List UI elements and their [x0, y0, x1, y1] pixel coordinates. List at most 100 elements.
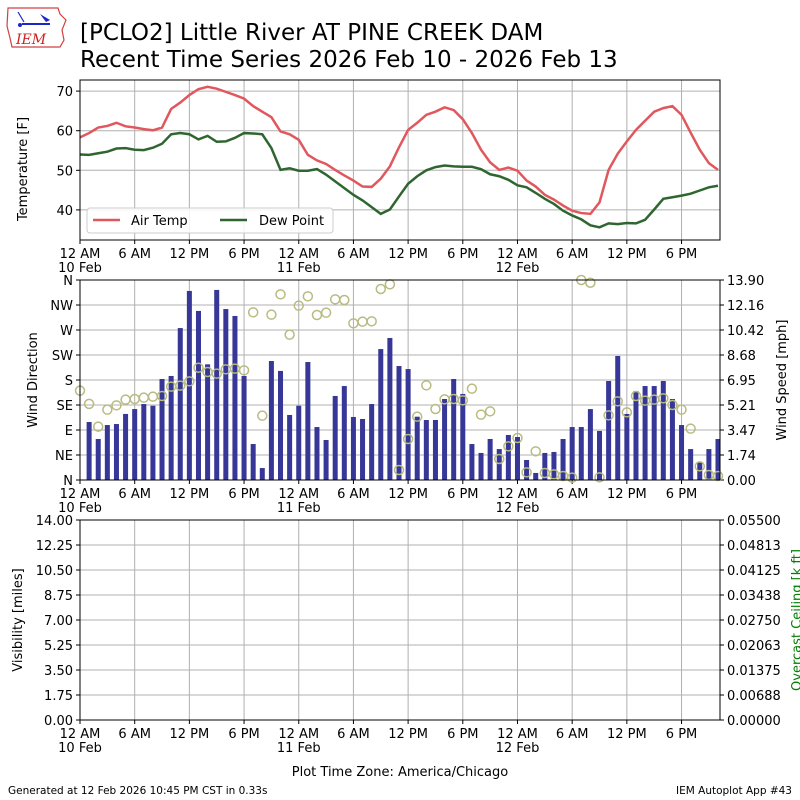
wind-direction-marker: [156, 390, 168, 402]
y-tick-label: 40: [56, 204, 73, 219]
y-tick-label: SW: [52, 349, 73, 364]
y2-tick-label: 8.68: [727, 349, 756, 364]
wind-direction-marker: [384, 279, 396, 290]
x-tick-label: 12 AM: [278, 247, 319, 262]
wind-direction-marker: [102, 404, 113, 415]
x-tick-label: 6 AM: [118, 487, 151, 502]
wind-speed-bar: [587, 409, 593, 480]
wind-speed-bar: [214, 289, 220, 480]
wind-speed-bar: [95, 438, 101, 480]
x-tick-label: 12 AM: [497, 727, 538, 742]
y2-tick-label: 0.00688: [727, 689, 781, 704]
wind-panel-frame: [79, 279, 721, 481]
chart-title-line2: Recent Time Series 2026 Feb 10 - 2026 Fe…: [80, 47, 618, 73]
wind-speed-bar: [168, 375, 174, 480]
y-tick-label: 60: [56, 125, 73, 140]
x-tick-label: 6 AM: [118, 247, 151, 262]
wind-speed-bar: [597, 430, 603, 480]
y2-tick-label: 0.02063: [727, 639, 781, 654]
dew-point-line: [79, 131, 719, 229]
wind-speed-bar: [569, 427, 575, 480]
wind-speed-bar: [177, 328, 183, 480]
wind-direction-marker: [238, 365, 250, 376]
x-tick-date: 10 Feb: [58, 741, 102, 756]
wind-direction-marker: [366, 316, 377, 327]
x-tick-date: 12 Feb: [496, 741, 540, 756]
x-tick-date: 11 Feb: [277, 501, 321, 516]
wind-direction-marker: [530, 446, 541, 457]
wind-direction-marker: [311, 309, 323, 321]
wind-speed-bar: [432, 420, 438, 480]
temperature-panel-frame: [79, 79, 721, 241]
wind-speed-bar: [141, 404, 147, 480]
wind-direction-marker: [612, 396, 623, 407]
x-tick-label: 6 PM: [447, 727, 478, 742]
y2-tick-label: 6.95: [727, 374, 756, 389]
x-tick-label: 12 PM: [388, 727, 428, 742]
wind-direction-marker: [83, 398, 95, 410]
y-tick-label: 0.00: [44, 714, 73, 729]
x-tick-label: 12 AM: [497, 247, 538, 262]
wind-speed-bar: [624, 413, 630, 480]
wind-direction-marker: [175, 380, 186, 391]
wind-direction-marker: [676, 404, 687, 415]
wind-speed-ylabel: Wind Speed [mph]: [775, 320, 790, 441]
wind-speed-bar: [86, 422, 92, 480]
wind-direction-marker: [120, 394, 131, 405]
y-tick-label: 10.50: [36, 564, 73, 579]
x-tick-label: 6 AM: [337, 727, 370, 742]
wind-speed-bar: [104, 425, 110, 480]
y-tick-label: SE: [57, 399, 73, 414]
y-tick-label: 50: [56, 164, 73, 179]
legend-dew-point-label: Dew Point: [259, 214, 324, 229]
wind-speed-bar: [533, 472, 539, 480]
x-tick-label: 6 AM: [337, 487, 370, 502]
x-tick-label: 6 PM: [666, 727, 697, 742]
x-tick-label: 6 PM: [228, 487, 259, 502]
x-tick-label: 6 PM: [447, 247, 478, 262]
x-tick-label: 6 AM: [556, 727, 589, 742]
wind-speed-bar: [323, 440, 329, 480]
x-tick-label: 6 PM: [666, 247, 697, 262]
y-tick-label: S: [65, 374, 73, 389]
ceiling-ylabel: Overcast Ceiling [k ft]: [790, 549, 800, 691]
x-tick-label: 12 AM: [60, 247, 101, 262]
wind-speed-bar: [606, 381, 612, 480]
wind-speed-bar: [268, 361, 274, 480]
x-tick-label: 6 AM: [337, 247, 370, 262]
y-tick-label: 8.75: [44, 589, 73, 604]
y2-tick-label: 0.00: [727, 474, 756, 489]
y-tick-label: N: [63, 274, 73, 289]
wind-speed-bar: [560, 438, 566, 480]
wind-direction-marker: [430, 403, 441, 415]
y2-tick-label: 0.02750: [727, 614, 781, 629]
wind-direction-marker: [630, 390, 642, 402]
wind-direction-marker: [184, 376, 195, 387]
x-tick-date: 10 Feb: [58, 501, 102, 516]
wind-speed-bar: [314, 427, 320, 480]
wind-speed-bar: [642, 386, 648, 480]
y2-tick-label: 5.21: [727, 399, 756, 414]
wind-speed-bar: [341, 386, 347, 480]
wind-direction-marker: [512, 432, 523, 444]
wind-direction-marker: [257, 410, 268, 421]
wind-speed-bar: [250, 444, 256, 480]
wind-speed-bar: [679, 425, 685, 480]
iem-logo: IEM: [6, 7, 67, 48]
wind-direction-marker: [357, 316, 368, 327]
wind-direction-marker: [211, 368, 222, 379]
wind-direction-marker: [329, 294, 341, 305]
wind-speed-bar: [405, 369, 411, 480]
wind-speed-bar: [578, 427, 584, 480]
wind-direction-marker: [603, 410, 614, 421]
wind-speed-bar: [232, 315, 238, 480]
y-tick-label: NW: [50, 299, 73, 314]
wind-direction-marker: [484, 406, 496, 417]
wind-speed-bar: [296, 405, 302, 480]
wind-speed-bar: [514, 436, 520, 480]
y-tick-label: NE: [55, 449, 73, 464]
x-tick-date: 11 Feb: [277, 741, 321, 756]
wind-direction-marker: [275, 289, 286, 300]
